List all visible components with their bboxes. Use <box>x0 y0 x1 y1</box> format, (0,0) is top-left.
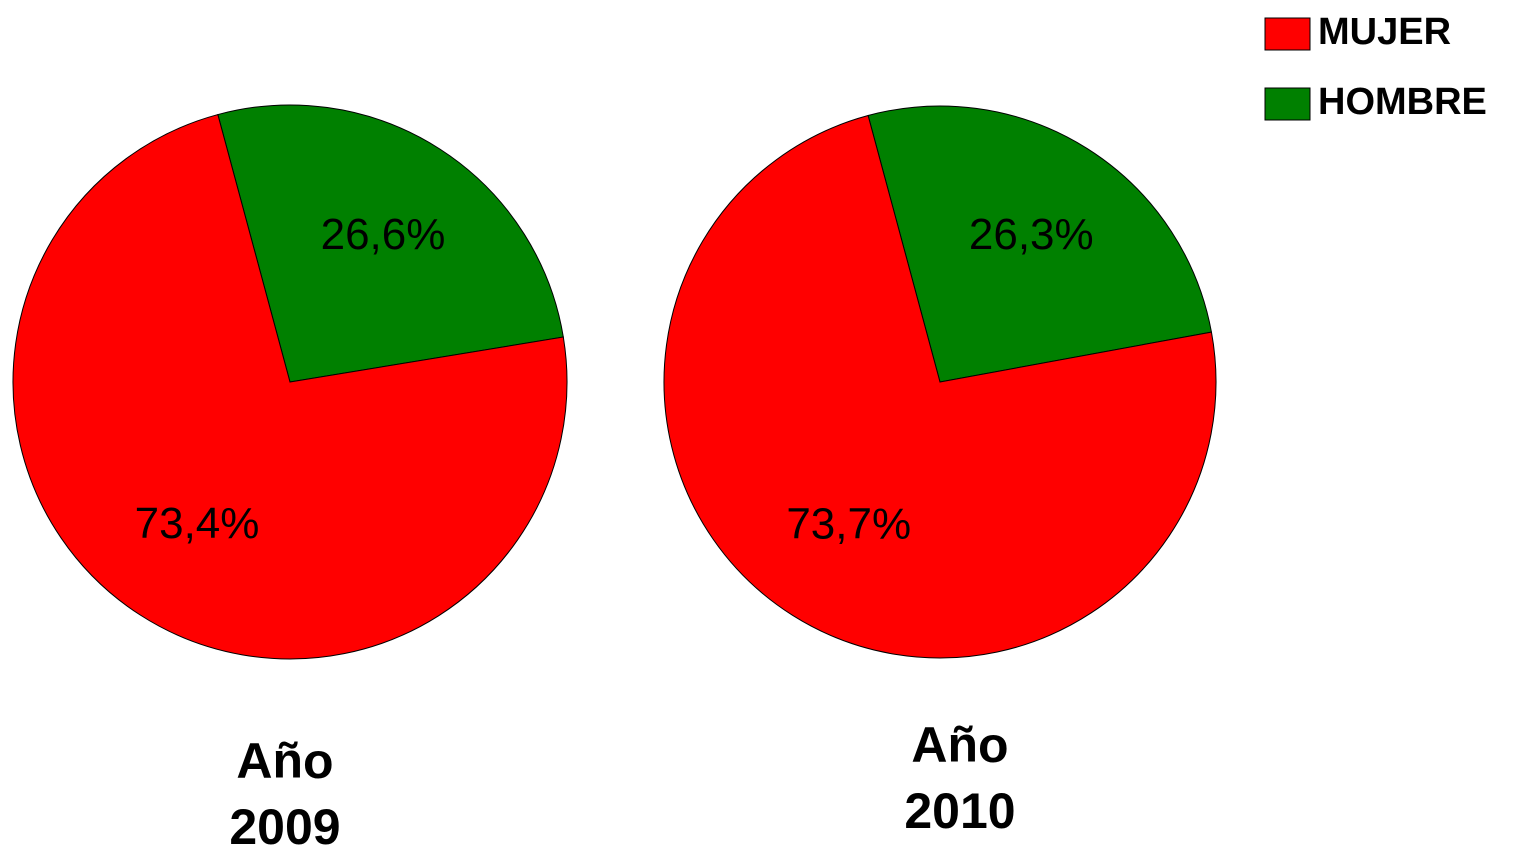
data-label: 26,3% <box>969 210 1094 259</box>
pie-slice <box>217 104 564 383</box>
legend-label: MUJER <box>1318 11 1451 53</box>
legend-label: HOMBRE <box>1318 81 1487 123</box>
pie-slice <box>12 113 568 660</box>
pie-slice <box>663 114 1217 659</box>
data-label: 73,4% <box>135 499 260 548</box>
legend-swatch <box>1264 17 1311 51</box>
data-label: 73,7% <box>786 499 911 548</box>
pie-slice <box>867 105 1213 383</box>
data-label: 26,6% <box>321 210 446 259</box>
chart-title: Año 2009 <box>229 733 341 855</box>
legend-swatch <box>1264 87 1311 121</box>
chart-title: Año 2010 <box>904 717 1016 839</box>
